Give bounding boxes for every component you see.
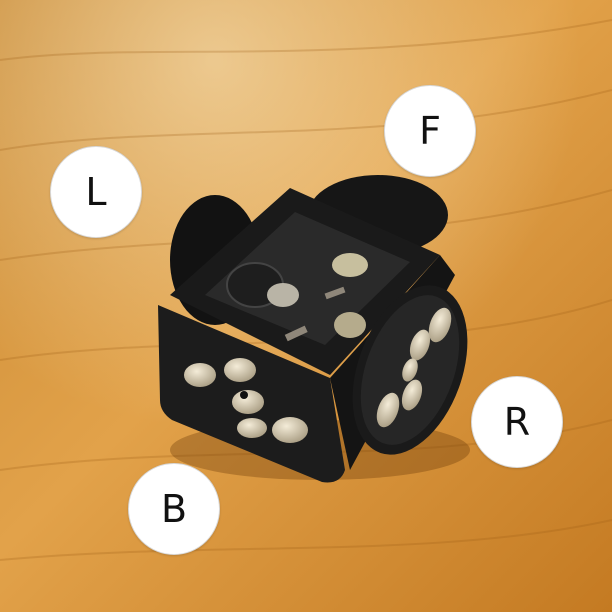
nut-left bbox=[267, 283, 299, 307]
label-back: B bbox=[128, 463, 220, 555]
nut-top bbox=[332, 253, 368, 277]
right-disk-magnets bbox=[376, 307, 452, 428]
label-left: L bbox=[50, 146, 142, 238]
nut-right bbox=[334, 312, 366, 338]
screw-top bbox=[324, 286, 346, 300]
back-face-magnets bbox=[184, 358, 308, 443]
label-right: R bbox=[471, 376, 563, 468]
label-front: F bbox=[384, 85, 476, 177]
screw-left bbox=[284, 325, 308, 342]
